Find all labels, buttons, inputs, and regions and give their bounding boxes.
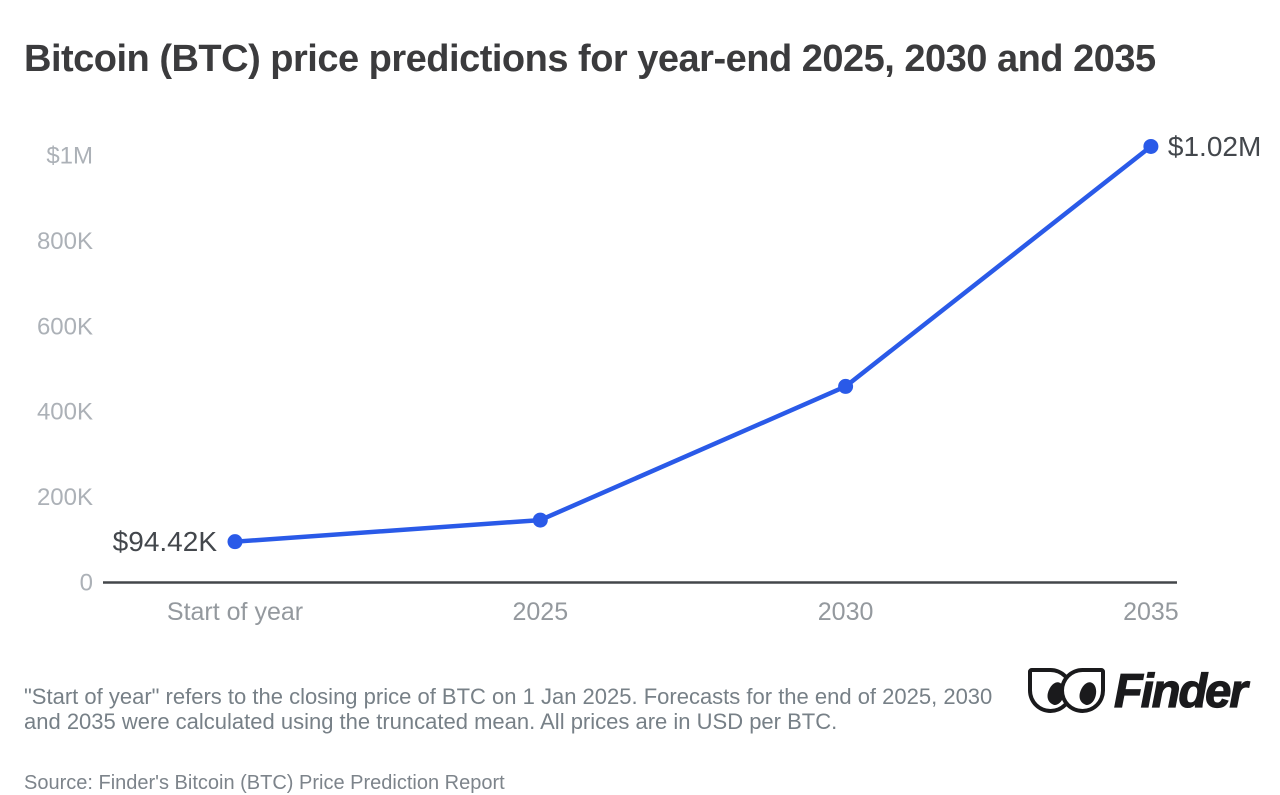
- logo-right-eye: [1060, 667, 1105, 713]
- x-axis-tick-label: 2030: [818, 598, 874, 626]
- data-point-label: $94.42K: [113, 526, 218, 557]
- page-title: Bitcoin (BTC) price predictions for year…: [24, 38, 1156, 81]
- data-point: [532, 512, 548, 528]
- y-axis-tick-label: 0: [80, 570, 93, 597]
- y-axis-tick-label: 800K: [37, 228, 93, 255]
- chart-footnote: "Start of year" refers to the closing pr…: [24, 684, 993, 735]
- price-line: [232, 144, 1154, 544]
- y-axis-tick-label: 600K: [37, 313, 93, 340]
- data-point: [227, 534, 243, 550]
- x-axis-tick-label: 2035: [1123, 598, 1179, 626]
- y-axis-tick-label: $1M: [46, 143, 93, 170]
- finder-logo: Finder: [1028, 663, 1248, 718]
- source-attribution: Source: Finder's Bitcoin (BTC) Price Pre…: [24, 772, 505, 794]
- data-point-label: $1.02M: [1168, 131, 1261, 162]
- y-axis-tick-label: 200K: [37, 484, 93, 511]
- finder-eyes-icon: [1028, 667, 1108, 715]
- logo-wordmark: Finder: [1113, 663, 1248, 717]
- data-point: [838, 378, 854, 394]
- y-axis-tick-label: 400K: [37, 399, 93, 426]
- data-point: [1143, 138, 1159, 154]
- logo-right-pupil: [1077, 679, 1099, 707]
- x-axis-tick-label: Start of year: [167, 598, 303, 626]
- price-chart: 0 200K 400K 600K 800K $1M Start of year 2025 203…: [37, 131, 1261, 626]
- x-axis-tick-label: 2025: [512, 598, 568, 626]
